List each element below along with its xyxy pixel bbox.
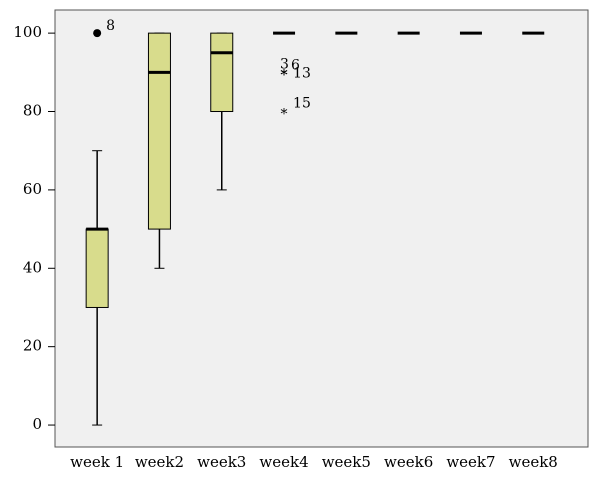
y-tick-label: 40 bbox=[23, 258, 42, 276]
outlier-label: 8 bbox=[106, 18, 115, 34]
x-tick-label: week 1 bbox=[70, 453, 124, 471]
outlier: * bbox=[281, 107, 288, 123]
outlier bbox=[93, 29, 102, 38]
x-tick-label: week7 bbox=[446, 453, 495, 471]
x-tick-label: week3 bbox=[197, 453, 246, 471]
y-tick-label: 100 bbox=[13, 23, 42, 41]
outlier: * bbox=[281, 67, 288, 83]
outlier-label: 6 bbox=[291, 57, 300, 73]
outlier-label: 15 bbox=[293, 96, 311, 112]
box bbox=[147, 32, 171, 230]
x-tick-label: week4 bbox=[259, 453, 308, 471]
y-tick-label: 80 bbox=[23, 102, 42, 120]
outlier-label: 13 bbox=[293, 65, 311, 81]
outlier-label: 3 bbox=[280, 56, 289, 72]
y-tick-label: 20 bbox=[23, 337, 42, 355]
plot-area bbox=[54, 9, 589, 448]
x-tick-label: week6 bbox=[384, 453, 433, 471]
x-tick-label: week8 bbox=[509, 453, 558, 471]
x-tick-label: week2 bbox=[135, 453, 184, 471]
x-tick-label: week5 bbox=[322, 453, 371, 471]
box bbox=[210, 32, 234, 113]
y-tick-label: 60 bbox=[23, 180, 42, 198]
y-tick-label: 0 bbox=[32, 415, 42, 433]
outlier: * bbox=[281, 67, 288, 83]
outlier: * bbox=[281, 67, 288, 83]
box bbox=[85, 228, 109, 308]
